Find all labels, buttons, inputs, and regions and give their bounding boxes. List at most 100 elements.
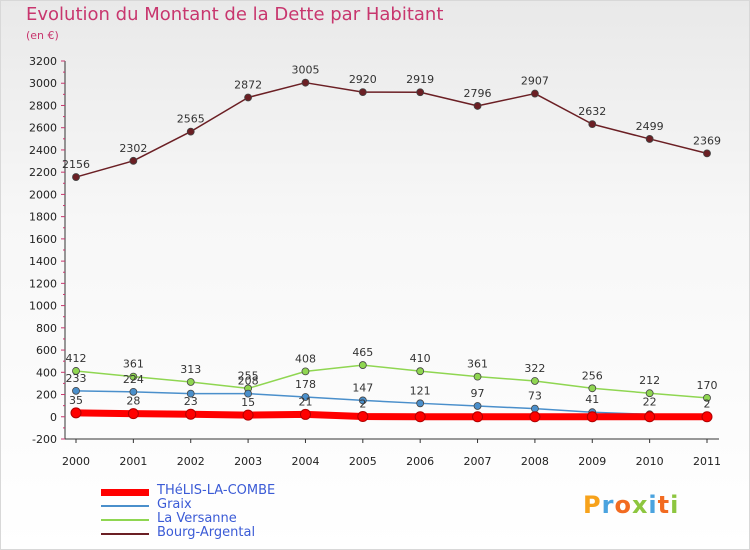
data-label: 233: [66, 372, 87, 385]
data-point: [186, 389, 195, 398]
data-label: 361: [123, 358, 144, 371]
data-point: [358, 88, 367, 97]
data-label: 255: [238, 369, 259, 382]
series-line: [72, 409, 711, 421]
data-point: [301, 367, 310, 376]
x-tick-label: 2004: [291, 455, 319, 468]
data-point: [242, 409, 254, 421]
x-tick-label: 2011: [693, 455, 721, 468]
data-point: [301, 393, 310, 401]
y-tick-label: -200: [32, 433, 57, 446]
data-point: [358, 361, 367, 369]
y-tick-label: 2200: [29, 166, 57, 179]
data-label: 408: [295, 352, 316, 365]
data-label: 41: [585, 393, 599, 406]
data-label: 2302: [119, 142, 147, 155]
x-tick-label: 2000: [62, 455, 90, 468]
series-layer: [70, 78, 713, 423]
data-point: [644, 411, 656, 423]
data-point: [414, 411, 426, 423]
data-point: [473, 402, 482, 410]
data-point: [703, 149, 711, 158]
data-point: [472, 411, 484, 423]
data-point: [129, 372, 138, 381]
data-label: 178: [295, 378, 316, 391]
axes: -200 0 200 400 600 800 1000 1200 1400 1600 1800 200…: [29, 55, 721, 468]
data-label: 2919: [406, 73, 434, 86]
data-label: 412: [66, 352, 87, 365]
legend-swatch: [101, 519, 149, 521]
y-tick-label: 1400: [29, 255, 57, 268]
x-tick-label: 2003: [234, 455, 262, 468]
data-label: 147: [352, 381, 373, 394]
data-label: 2: [359, 398, 366, 411]
y-tick-label: 3200: [29, 55, 57, 68]
data-label: 256: [582, 369, 603, 382]
series-line: [75, 364, 708, 399]
data-point: [416, 367, 425, 376]
logo-letter: P: [583, 491, 602, 519]
legend-swatch: [101, 505, 149, 507]
data-label: 15: [241, 396, 255, 409]
data-label: 2796: [464, 87, 492, 100]
data-label: 21: [298, 395, 312, 408]
data-label: 2632: [578, 105, 606, 118]
data-point: [244, 389, 252, 398]
y-tick-label: 1000: [29, 300, 57, 313]
data-label: 121: [410, 384, 431, 397]
data-label: 2872: [234, 78, 262, 91]
legend-swatch: [101, 488, 149, 496]
data-point: [473, 102, 482, 110]
series-line: [75, 390, 708, 418]
data-point: [244, 93, 252, 102]
data-label: 208: [238, 375, 259, 388]
y-tick-label: 600: [36, 344, 57, 357]
data-point: [531, 377, 539, 385]
data-label: 35: [69, 394, 83, 407]
y-tick-label: 1600: [29, 233, 57, 246]
legend-swatch: [101, 533, 149, 535]
data-label: 97: [471, 387, 485, 400]
data-point: [185, 408, 197, 420]
data-label: 2907: [521, 75, 549, 88]
data-point: [301, 78, 310, 87]
data-point: [645, 389, 654, 398]
legend-label: La Versanne: [157, 511, 237, 526]
x-tick-label: 2008: [521, 455, 549, 468]
logo-letter: i: [648, 491, 658, 519]
data-point: [588, 384, 597, 393]
y-tick-label: 1800: [29, 211, 57, 224]
data-point: [645, 135, 654, 143]
data-label: 2156: [62, 158, 90, 171]
data-point: [531, 404, 539, 413]
data-point: [129, 156, 138, 165]
data-label: 224: [123, 373, 144, 386]
data-label: 23: [184, 395, 198, 408]
logo-letter: i: [670, 491, 680, 519]
y-tick-label: 2400: [29, 144, 57, 157]
legend-label: Bourg-Argental: [157, 525, 256, 540]
data-label: 212: [639, 374, 660, 387]
data-point: [701, 411, 713, 423]
series-line: [75, 81, 708, 178]
data-point: [416, 399, 425, 408]
data-label: 2565: [177, 113, 205, 126]
data-label: 2369: [693, 134, 721, 147]
y-tick-label: 2000: [29, 188, 57, 201]
y-tick-label: 1200: [29, 277, 57, 290]
logo-letter: r: [601, 491, 615, 519]
y-tick-label: 2800: [29, 99, 57, 112]
y-tick-label: 0: [50, 411, 57, 424]
y-tick-label: 2600: [29, 122, 57, 135]
data-label: 410: [410, 352, 431, 365]
data-label: 2499: [636, 120, 664, 133]
x-tick-label: 2001: [119, 455, 147, 468]
data-point: [357, 411, 369, 423]
data-label: 2920: [349, 73, 377, 86]
data-label: 361: [467, 358, 488, 371]
data-point: [129, 387, 138, 396]
data-point: [416, 88, 425, 97]
